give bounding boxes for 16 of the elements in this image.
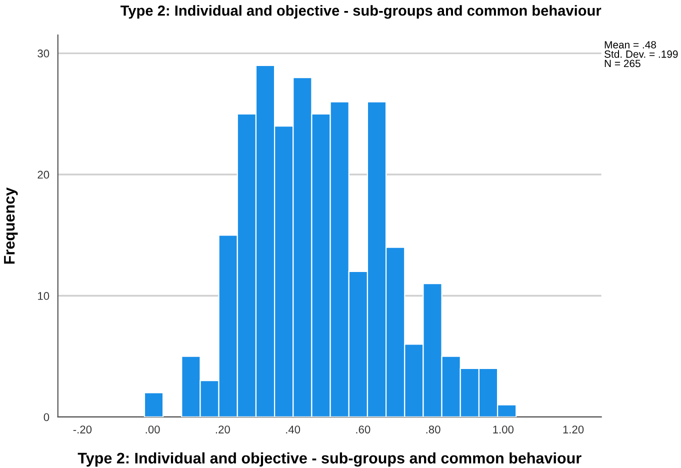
x-tick-label: .20 — [216, 426, 230, 434]
x-tick-label: 1.20 — [563, 426, 584, 434]
chart-title: Type 2: Individual and objective - sub-groups and common behaviour — [120, 5, 602, 19]
x-tick-label: .60 — [356, 426, 370, 434]
x-tick-label: .40 — [286, 426, 300, 434]
x-axis-title: Type 2: Individual and objective - sub-groups and common behaviour — [78, 452, 582, 467]
x-tick-label: .80 — [426, 426, 440, 434]
y-tick-label: 30 — [38, 50, 50, 58]
x-tick-label: 1.00 — [493, 426, 514, 434]
y-tick-label: 0 — [44, 413, 50, 422]
y-tick-label: 20 — [38, 170, 50, 179]
text: Mean = .48 Std. Dev. = .199 N = 265 — [604, 41, 678, 68]
x-tick-label: -.20 — [73, 426, 92, 434]
x-tick-label: .00 — [146, 426, 160, 434]
y-axis-title: Frequency — [4, 187, 18, 264]
y-tick-label: 10 — [38, 292, 50, 300]
